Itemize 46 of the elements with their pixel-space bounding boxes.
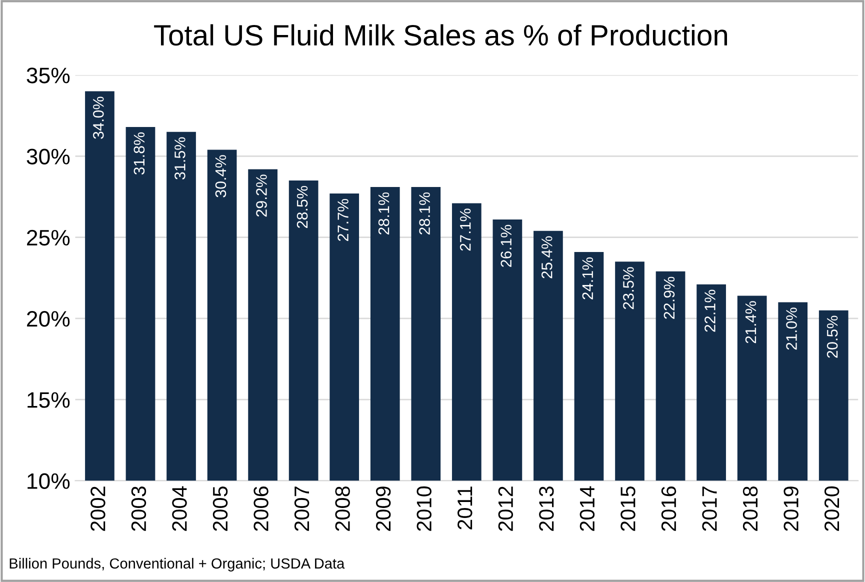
x-tick-label: 2013 — [539, 486, 554, 531]
x-tick-label: 2015 — [620, 486, 636, 531]
data-label: 22.1% — [704, 290, 716, 332]
data-label: 30.4% — [215, 155, 226, 198]
data-label: 24.1% — [582, 257, 594, 300]
data-label: 26.1% — [500, 224, 512, 267]
data-label: 31.5% — [174, 137, 186, 180]
x-tick-label: 2009 — [376, 486, 391, 531]
x-tick-label: 2016 — [661, 486, 676, 531]
x-tick-label: 2002 — [90, 486, 106, 531]
data-label: 28.1% — [378, 192, 390, 234]
data-label: 21.4% — [745, 301, 756, 344]
y-tick-label: 10% — [28, 473, 70, 490]
x-tick-label: 2012 — [498, 486, 514, 531]
text: Billion Pounds, Conventional + Organic; USDA Data — [10, 558, 345, 572]
data-label: 25.4% — [541, 236, 552, 278]
chart-title: Total US Fluid Milk Sales as % of Production — [154, 24, 727, 46]
data-label: 22.9% — [664, 276, 675, 319]
x-tick-label: 2006 — [254, 486, 268, 531]
data-label: 20.5% — [826, 316, 838, 358]
x-tick-label: 2004 — [172, 486, 187, 531]
data-label: 23.5% — [623, 267, 634, 310]
x-tick-label: 2019 — [784, 486, 798, 531]
data-label: 27.1% — [460, 208, 471, 251]
x-tick-label: 2003 — [131, 486, 146, 531]
x-tick-label: 2005 — [212, 486, 228, 531]
data-label: 34.0% — [93, 96, 104, 139]
y-tick-label: 15% — [28, 392, 70, 408]
data-label: 28.5% — [296, 186, 308, 228]
y-tick-label: 25% — [27, 230, 70, 246]
data-label: 28.1% — [419, 192, 430, 234]
y-tick-label: 30% — [26, 148, 70, 164]
x-tick-label: 2010 — [416, 486, 432, 531]
x-tick-label: 2014 — [580, 486, 595, 531]
data-label: 27.7% — [338, 198, 348, 241]
y-tick-label: 35% — [26, 68, 70, 84]
x-tick-label: 2008 — [335, 486, 350, 531]
x-tick-label: 2017 — [702, 486, 717, 531]
data-label: 21.0% — [786, 308, 797, 350]
x-tick-label: 2020 — [824, 486, 840, 531]
x-tick-label: 2018 — [742, 486, 758, 531]
x-tick-label: 2007 — [294, 486, 310, 531]
x-tick-label: 2011 — [458, 486, 472, 530]
data-label: 31.8% — [134, 132, 145, 175]
data-label: 29.2% — [256, 174, 267, 217]
y-tick-label: 20% — [27, 311, 70, 327]
